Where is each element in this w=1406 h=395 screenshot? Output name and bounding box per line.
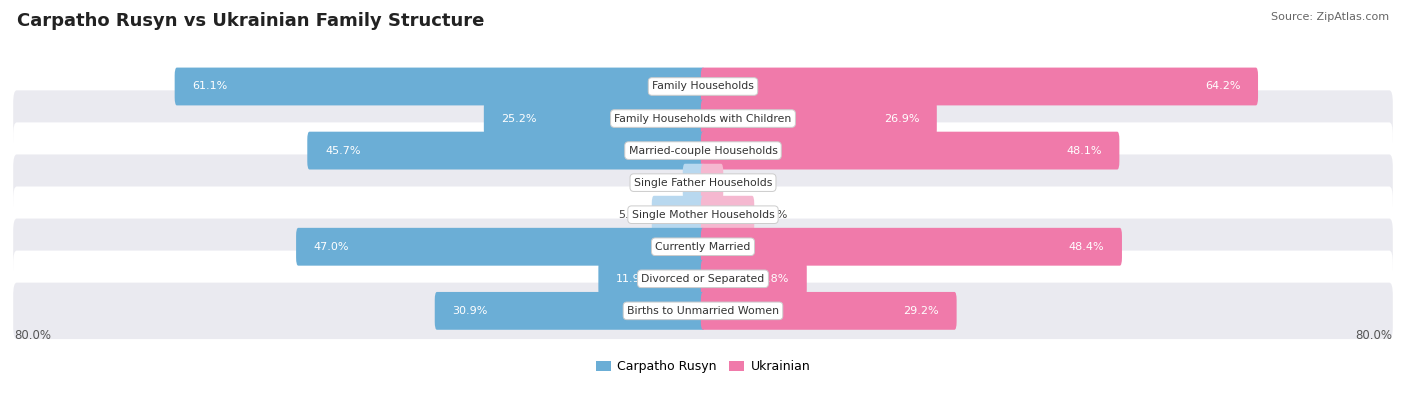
Text: Family Households with Children: Family Households with Children — [614, 113, 792, 124]
FancyBboxPatch shape — [308, 132, 706, 169]
Text: Family Households: Family Households — [652, 81, 754, 92]
Text: 45.7%: 45.7% — [325, 146, 360, 156]
Text: 2.1%: 2.1% — [650, 178, 678, 188]
Text: Single Father Households: Single Father Households — [634, 178, 772, 188]
FancyBboxPatch shape — [700, 292, 956, 330]
Text: 80.0%: 80.0% — [14, 329, 51, 342]
Text: Single Mother Households: Single Mother Households — [631, 210, 775, 220]
Text: 48.1%: 48.1% — [1066, 146, 1102, 156]
FancyBboxPatch shape — [599, 260, 706, 298]
Text: Source: ZipAtlas.com: Source: ZipAtlas.com — [1271, 12, 1389, 22]
FancyBboxPatch shape — [13, 218, 1393, 275]
Text: 30.9%: 30.9% — [453, 306, 488, 316]
FancyBboxPatch shape — [700, 132, 1119, 169]
FancyBboxPatch shape — [13, 58, 1393, 115]
FancyBboxPatch shape — [700, 196, 754, 233]
FancyBboxPatch shape — [297, 228, 706, 266]
FancyBboxPatch shape — [700, 164, 723, 201]
Text: 61.1%: 61.1% — [193, 81, 228, 92]
Text: 29.2%: 29.2% — [903, 306, 939, 316]
Text: 5.7%: 5.7% — [759, 210, 787, 220]
Text: Married-couple Households: Married-couple Households — [628, 146, 778, 156]
FancyBboxPatch shape — [484, 100, 706, 137]
FancyBboxPatch shape — [683, 164, 706, 201]
FancyBboxPatch shape — [13, 154, 1393, 211]
Text: 11.8%: 11.8% — [754, 274, 789, 284]
FancyBboxPatch shape — [700, 100, 936, 137]
Text: 5.7%: 5.7% — [619, 210, 647, 220]
FancyBboxPatch shape — [13, 90, 1393, 147]
Text: Births to Unmarried Women: Births to Unmarried Women — [627, 306, 779, 316]
Text: 64.2%: 64.2% — [1205, 81, 1240, 92]
Text: 47.0%: 47.0% — [314, 242, 349, 252]
FancyBboxPatch shape — [700, 260, 807, 298]
Legend: Carpatho Rusyn, Ukrainian: Carpatho Rusyn, Ukrainian — [591, 356, 815, 378]
Text: Currently Married: Currently Married — [655, 242, 751, 252]
Text: 11.9%: 11.9% — [616, 274, 651, 284]
FancyBboxPatch shape — [13, 250, 1393, 307]
FancyBboxPatch shape — [174, 68, 706, 105]
Text: 26.9%: 26.9% — [883, 113, 920, 124]
Text: 25.2%: 25.2% — [502, 113, 537, 124]
Text: 80.0%: 80.0% — [1355, 329, 1392, 342]
Text: Carpatho Rusyn vs Ukrainian Family Structure: Carpatho Rusyn vs Ukrainian Family Struc… — [17, 12, 484, 30]
FancyBboxPatch shape — [13, 186, 1393, 243]
FancyBboxPatch shape — [652, 196, 706, 233]
FancyBboxPatch shape — [700, 68, 1258, 105]
FancyBboxPatch shape — [700, 228, 1122, 266]
Text: 48.4%: 48.4% — [1069, 242, 1104, 252]
Text: Divorced or Separated: Divorced or Separated — [641, 274, 765, 284]
FancyBboxPatch shape — [434, 292, 706, 330]
FancyBboxPatch shape — [13, 283, 1393, 339]
FancyBboxPatch shape — [13, 122, 1393, 179]
Text: 2.1%: 2.1% — [728, 178, 756, 188]
